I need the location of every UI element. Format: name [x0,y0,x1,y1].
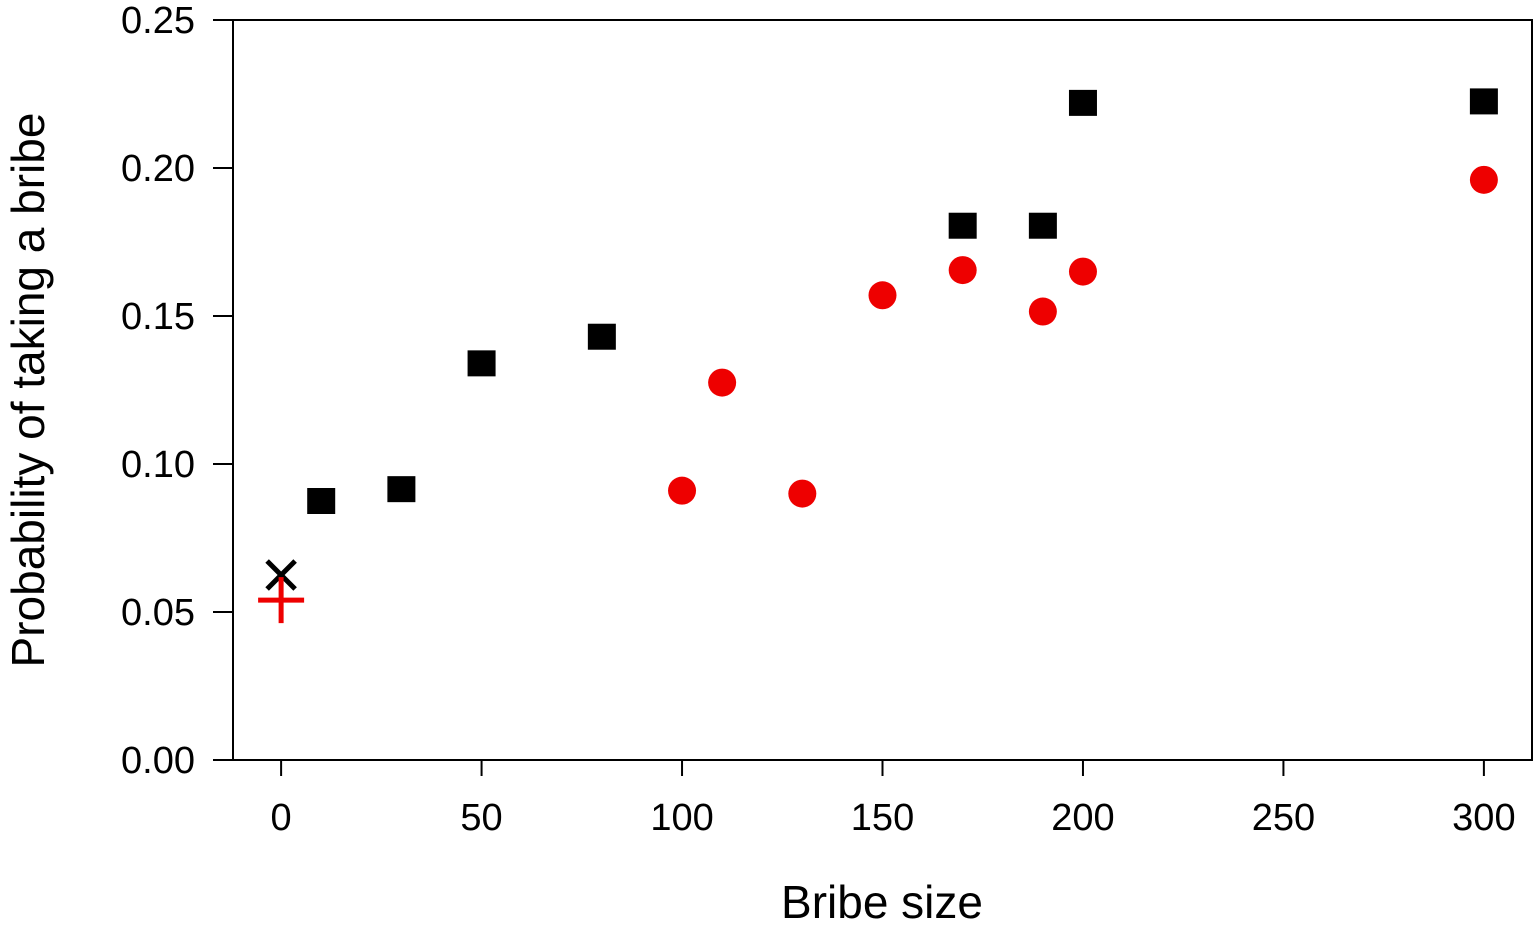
x-tick-label: 150 [851,797,914,839]
square-marker [307,488,336,514]
plus-marker [258,577,305,624]
x-tick-label: 50 [460,797,502,839]
square-marker [1068,89,1097,116]
y-tick-label: 0.00 [121,740,195,782]
y-tick-label: 0.10 [121,444,195,486]
square-marker [587,323,616,350]
circle-marker [1028,297,1057,326]
x-tick-label: 100 [650,797,713,839]
square-marker [387,476,416,503]
circle-marker [868,281,897,310]
square-marker [467,350,496,377]
square-marker [948,212,977,239]
y-tick-label: 0.15 [121,296,195,338]
plot-area-frame [232,19,1533,761]
circle-marker [708,368,737,397]
y-tick-label: 0.25 [121,0,195,42]
square-marker [1028,212,1057,239]
x-tick-label: 200 [1051,797,1114,839]
circle-marker [788,479,817,508]
circle-marker [1068,257,1097,286]
x-axis-title: Bribe size [781,876,983,927]
circle-marker [948,256,977,285]
square-marker [1469,88,1498,115]
x-marker [265,559,297,591]
y-axis: 0.00 0.05 0.10 0.15 0.20 0.25 [121,0,233,782]
x-tick-label: 250 [1252,797,1315,839]
x-marker-stroke [265,559,297,591]
x-axis: 0 50 100 150 200 250 300 [271,760,1516,839]
circle-marker [1469,165,1498,194]
circle-marker [668,476,697,505]
x-tick-label: 300 [1452,797,1515,839]
x-tick-label: 0 [271,797,292,839]
data-points [258,88,1498,624]
y-tick-label: 0.05 [121,592,195,634]
y-tick-label: 0.20 [121,148,195,190]
y-axis-title: Probability of taking a bribe [2,113,54,668]
